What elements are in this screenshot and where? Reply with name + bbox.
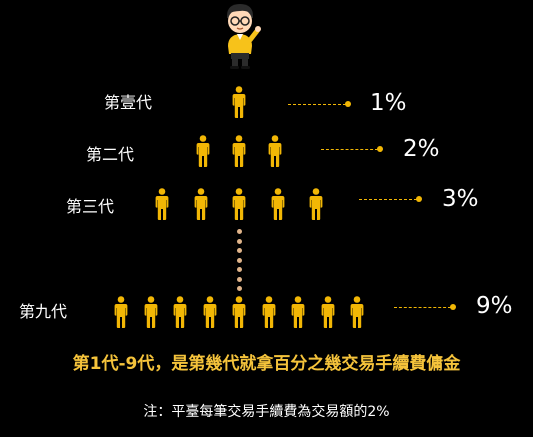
person-icon	[144, 296, 157, 328]
commission-percent: 9%	[476, 293, 513, 319]
generation-label: 第二代	[86, 145, 135, 164]
person-icon	[203, 296, 216, 328]
person-icon	[194, 188, 207, 220]
commission-percent: 3%	[442, 186, 479, 212]
ellipsis-dot	[236, 229, 242, 234]
person-icon	[321, 296, 334, 328]
person-icon	[232, 86, 246, 118]
ellipsis-dot	[236, 276, 242, 282]
ellipsis-dot	[236, 257, 242, 263]
person-icon	[173, 296, 187, 328]
leader-line	[288, 104, 346, 105]
person-icon	[262, 296, 275, 328]
footnote: 注：平臺每筆交易手續費為交易額的2%	[143, 404, 390, 420]
person-icon	[268, 135, 282, 167]
ellipsis-dot	[236, 248, 242, 253]
person-icon	[309, 188, 323, 220]
person-icon	[291, 296, 305, 328]
ellipsis-dot	[236, 267, 242, 272]
person-icon	[155, 188, 169, 220]
person-icon	[114, 296, 128, 328]
leader-line	[359, 199, 417, 200]
headline: 第1代-9代，是第幾代就拿百分之幾交易手續費傭金	[72, 354, 461, 374]
cartoon-presenter-icon	[227, 4, 261, 69]
leader-dot	[450, 304, 456, 310]
generation-label: 第壹代	[104, 93, 153, 112]
leader-dot	[416, 196, 422, 202]
person-icon	[196, 135, 210, 167]
generation-label: 第九代	[19, 302, 68, 321]
person-icon	[232, 296, 246, 328]
person-icon	[271, 188, 284, 220]
person-icon	[232, 188, 246, 220]
leader-dot	[377, 146, 383, 152]
leader-line	[321, 149, 378, 150]
commission-percent: 2%	[403, 136, 440, 162]
person-icon	[350, 296, 364, 328]
leader-line	[394, 307, 451, 308]
ellipsis-dot	[236, 286, 242, 291]
leader-dot	[345, 101, 351, 107]
commission-percent: 1%	[370, 90, 407, 116]
generation-label: 第三代	[66, 197, 115, 216]
person-icon	[232, 135, 246, 167]
ellipsis-dot	[236, 238, 242, 244]
